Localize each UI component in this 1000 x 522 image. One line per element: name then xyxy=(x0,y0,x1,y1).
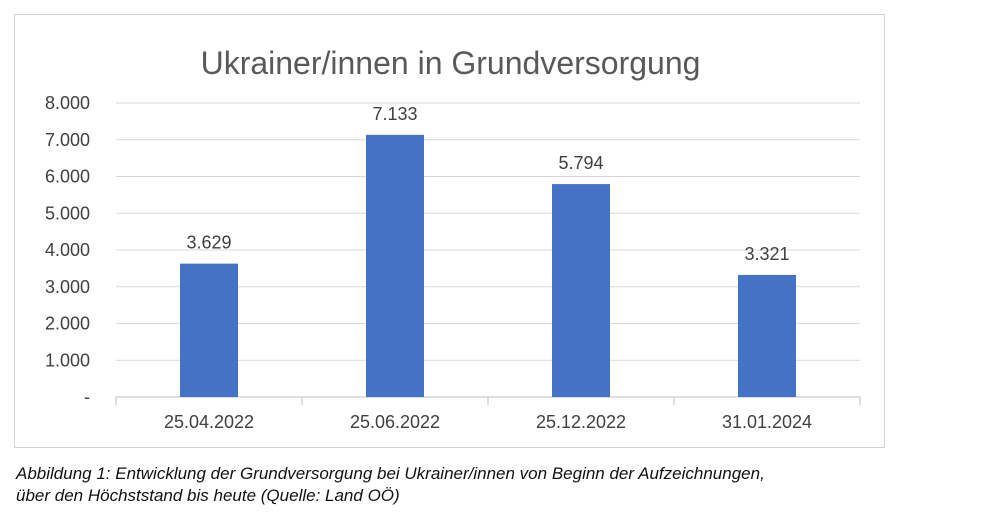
figure-caption: Abbildung 1: Entwicklung der Grundversor… xyxy=(16,463,991,507)
chart-frame: - 1.000 2.000 3.000 4.000 5.000 6.000 7.000 8.00… xyxy=(14,14,885,448)
y-tick-label: 2.000 xyxy=(45,314,90,334)
data-label: 3.629 xyxy=(186,233,231,253)
bar-chart: - 1.000 2.000 3.000 4.000 5.000 6.000 7.000 8.00… xyxy=(45,93,861,432)
y-tick-label: 3.000 xyxy=(45,277,90,297)
bar xyxy=(366,134,424,397)
bar xyxy=(738,274,796,397)
y-tick-label: 1.000 xyxy=(45,350,90,370)
x-tick-label: 31.01.2024 xyxy=(722,412,812,432)
x-tick-label: 25.06.2022 xyxy=(350,412,440,432)
caption-line-1: Abbildung 1: Entwicklung der Grundversor… xyxy=(16,464,765,483)
data-label: 5.794 xyxy=(558,153,603,173)
data-label: 7.133 xyxy=(372,104,417,124)
y-tick-label: 4.000 xyxy=(45,240,90,260)
y-tick-label: 7.000 xyxy=(45,130,90,150)
y-tick-label: 8.000 xyxy=(45,93,90,113)
caption-line-2: über den Höchststand bis heute (Quelle: … xyxy=(16,486,400,505)
bar xyxy=(180,263,238,397)
chart-title: Ukrainer/innen in Grundversorgung xyxy=(200,45,701,81)
y-tick-label: 6.000 xyxy=(45,167,90,187)
x-tick-label: 25.04.2022 xyxy=(164,412,254,432)
bar xyxy=(552,184,610,397)
y-tick-label: 5.000 xyxy=(45,203,90,223)
y-tick-label: - xyxy=(84,387,90,407)
data-label: 3.321 xyxy=(744,244,789,264)
x-tick-label: 25.12.2022 xyxy=(536,412,626,432)
